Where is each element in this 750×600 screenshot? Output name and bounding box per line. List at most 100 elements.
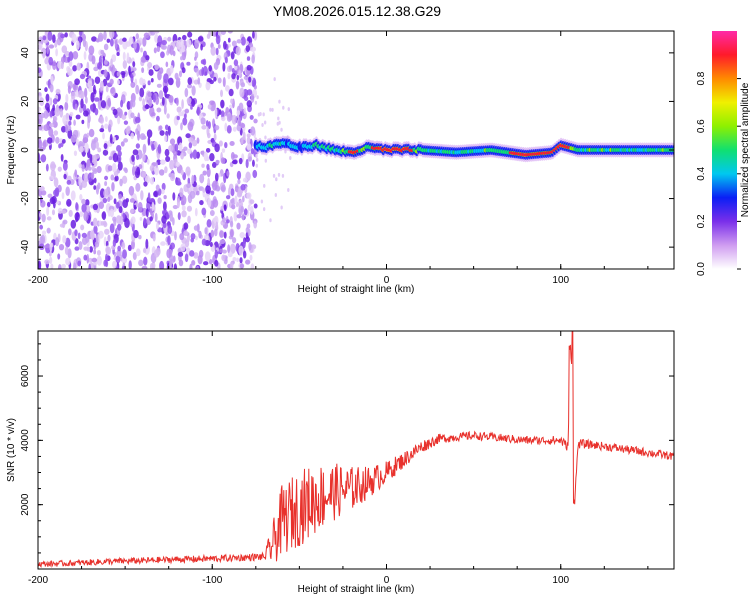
noise-speckle: [49, 83, 54, 93]
noise-speckle: [130, 81, 136, 88]
noise-speckle: [191, 139, 198, 147]
noise-speckle: [79, 73, 86, 80]
noise-speckle: [39, 112, 46, 119]
noise-speckle: [90, 172, 95, 180]
noise-speckle: [174, 231, 177, 241]
noise-speckle: [91, 36, 97, 42]
noise-speckle: [255, 153, 258, 158]
noise-speckle: [172, 217, 175, 226]
noise-speckle: [58, 243, 65, 251]
noise-speckle: [43, 124, 50, 132]
noise-speckle: [167, 225, 173, 235]
noise-speckle: [187, 177, 191, 185]
noise-speckle: [151, 201, 155, 212]
noise-speckle: [245, 259, 251, 265]
noise-speckle: [49, 256, 53, 265]
noise-speckle: [221, 148, 226, 153]
noise-speckle: [70, 219, 77, 229]
noise-speckle: [52, 98, 58, 105]
noise-speckle: [78, 163, 83, 169]
noise-speckle: [147, 62, 153, 69]
noise-speckle: [96, 166, 102, 174]
noise-speckle: [137, 130, 140, 141]
noise-speckle: [206, 163, 210, 171]
noise-speckle: [55, 136, 60, 144]
noise-speckle: [226, 170, 230, 177]
noise-speckle: [241, 213, 245, 221]
noise-speckle: [116, 145, 122, 152]
noise-speckle: [66, 179, 72, 185]
noise-speckle: [104, 228, 110, 235]
noise-speckle: [224, 142, 228, 149]
noise-speckle: [214, 249, 219, 259]
noise-speckle: [192, 149, 198, 160]
noise-speckle: [137, 201, 143, 212]
noise-speckle: [143, 181, 148, 187]
noise-speckle: [161, 182, 166, 191]
noise-speckle: [232, 126, 237, 132]
noise-speckle: [202, 65, 208, 77]
colorbar-tick-label: 0.6: [696, 119, 707, 133]
noise-speckle: [185, 166, 191, 176]
noise-speckle: [60, 62, 64, 70]
noise-speckle: [242, 195, 245, 203]
noise-speckle: [48, 44, 55, 49]
noise-speckle: [246, 192, 252, 199]
spectrogram-x-label: Height of straight line (km): [298, 284, 415, 295]
noise-speckle: [53, 130, 59, 136]
noise-speckle: [80, 98, 84, 109]
colorbar-ticks: 0.0 0.2 0.4 0.6 0.8: [696, 71, 741, 276]
noise-speckle: [221, 254, 226, 261]
noise-speckle: [124, 111, 128, 116]
noise-speckle: [96, 255, 102, 266]
noise-speckle: [179, 187, 184, 198]
noise-speckle: [240, 82, 246, 88]
noise-speckle: [186, 148, 192, 155]
noise-speckle: [238, 102, 244, 112]
noise-speckle: [245, 158, 249, 169]
noise-speckle: [49, 242, 53, 252]
noise-speckle: [153, 165, 157, 173]
noise-speckle: [143, 256, 148, 266]
noise-speckle: [220, 184, 226, 193]
noise-speckle: [50, 263, 54, 269]
noise-speckle: [209, 79, 215, 85]
noise-speckle: [278, 99, 281, 104]
noise-speckle: [138, 96, 143, 102]
noise-speckle: [244, 96, 249, 102]
noise-speckle: [155, 96, 160, 105]
noise-speckle: [174, 143, 179, 152]
noise-speckle: [150, 77, 154, 83]
noise-speckle: [165, 156, 171, 163]
noise-speckle: [58, 143, 62, 149]
noise-speckle: [156, 45, 161, 52]
noise-speckle: [162, 201, 167, 212]
noise-speckle: [104, 253, 108, 263]
noise-speckle: [232, 154, 238, 159]
noise-speckle: [227, 244, 231, 254]
noise-speckle: [227, 31, 233, 34]
noise-speckle: [287, 107, 290, 112]
noise-speckle: [145, 238, 149, 249]
noise-speckle: [86, 158, 91, 167]
noise-speckle: [142, 171, 147, 178]
noise-speckle: [242, 177, 248, 183]
noise-speckle: [44, 244, 50, 249]
noise-speckle: [169, 242, 176, 250]
noise-speckle: [235, 46, 241, 56]
noise-speckle: [65, 257, 71, 266]
noise-speckle: [133, 204, 137, 210]
noise-speckle: [100, 221, 104, 226]
noise-speckle: [141, 78, 146, 86]
noise-speckle: [158, 90, 164, 100]
noise-speckle: [248, 241, 252, 251]
noise-speckle: [238, 116, 242, 127]
noise-speckle: [220, 205, 224, 211]
snr-x-tick-label: -100: [202, 575, 222, 586]
figure-title: YM08.2026.015.12.38.G29: [273, 3, 441, 19]
noise-speckle: [157, 197, 162, 204]
noise-speckle: [166, 248, 172, 259]
noise-speckle: [45, 163, 49, 172]
noise-speckle: [228, 64, 233, 71]
